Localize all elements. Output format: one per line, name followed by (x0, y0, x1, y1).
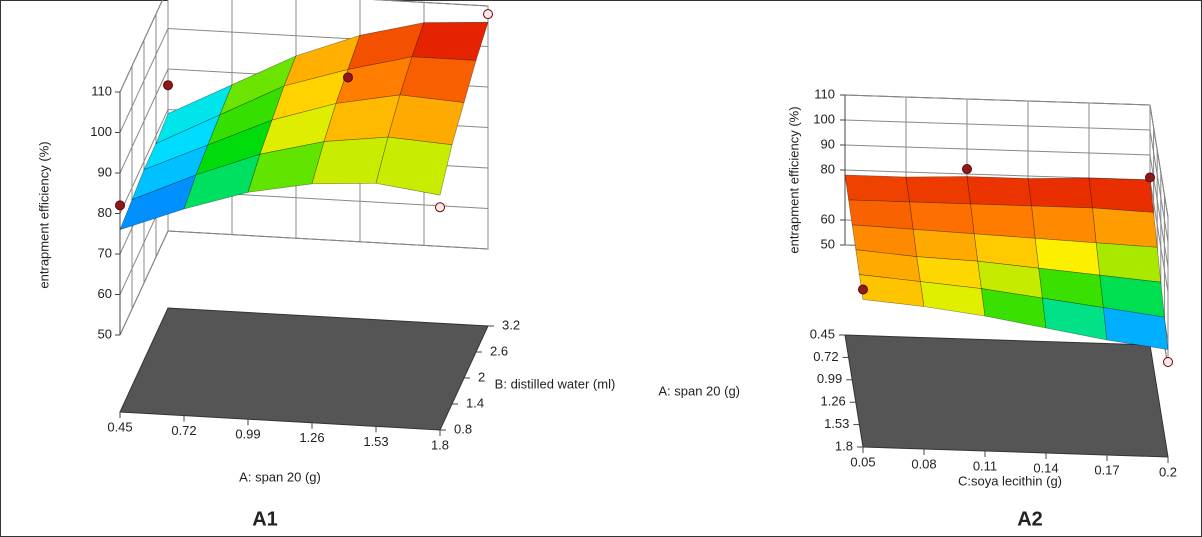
x-axis-label: A: span 20 (g) (239, 469, 321, 484)
surface-cell (844, 174, 910, 203)
surface-cell (375, 136, 453, 196)
z-tick-label: 60 (98, 286, 112, 301)
z-tick-label: 110 (814, 86, 835, 101)
design-point (962, 164, 972, 174)
surface-cell (970, 203, 1036, 239)
x-tick-label: 0.14 (1033, 460, 1058, 475)
design-point (483, 9, 493, 20)
x-tick-label: 0.99 (235, 427, 260, 442)
surface-cell (966, 176, 1032, 207)
x-tick-label: 1.53 (363, 434, 388, 449)
z-tick-label: 50 (821, 236, 835, 251)
z-tick-label: 90 (98, 164, 112, 179)
y-tick-label: 2 (478, 369, 485, 384)
surface-cell (399, 56, 477, 103)
x-tick-label: 1.26 (299, 430, 324, 445)
surface-cell (1103, 307, 1169, 350)
z-tick-label: 90 (821, 136, 835, 151)
design-point (115, 200, 125, 211)
y-tick-label: 1.26 (820, 394, 845, 409)
design-point (163, 80, 173, 91)
x-tick-label: 0.05 (850, 454, 875, 469)
design-point (435, 202, 445, 213)
x-tick-label: 0.2 (1159, 464, 1177, 479)
caption: A1 (252, 508, 278, 530)
design-point (1145, 172, 1155, 183)
y-axis-label: A: span 20 (g) (658, 383, 740, 398)
z-axis-label: entrapment efficiency (%) (36, 141, 51, 288)
x-tick-label: 0.08 (911, 456, 936, 471)
surface-cell (912, 228, 979, 262)
design-point (1163, 357, 1173, 367)
x-tick-label: 0.72 (171, 423, 196, 438)
caption: A2 (1017, 508, 1043, 530)
y-tick-label: 1.4 (466, 395, 484, 410)
y-tick-label: 1.8 (835, 438, 853, 453)
y-axis-label: B: distilled water (ml) (495, 376, 616, 391)
y-tick-label: 3.2 (502, 317, 520, 332)
z-tick-label: 100 (813, 111, 835, 126)
y-tick-label: 2.6 (490, 343, 508, 358)
z-tick-label: 100 (90, 124, 112, 139)
surface-cell (1031, 205, 1097, 244)
x-tick-label: 1.8 (431, 437, 449, 452)
x-tick-label: 0.17 (1094, 462, 1119, 477)
floor (119, 307, 489, 431)
z-tick-label: 70 (98, 245, 112, 260)
x-axis-label: C:soya lecithin (g) (958, 473, 1062, 488)
design-point (343, 72, 353, 83)
z-tick-label: 50 (98, 326, 112, 341)
surface-cell (411, 21, 489, 61)
y-tick-label: 0.45 (810, 326, 835, 341)
surface-cell (387, 94, 465, 146)
surface-cell (909, 201, 975, 235)
y-tick-label: 0.72 (813, 349, 838, 364)
x-tick-label: 0.11 (973, 458, 997, 473)
surface-cell (1092, 207, 1158, 248)
surface-cell (1027, 177, 1093, 209)
surface-cell (848, 199, 914, 230)
z-grid-line (119, 0, 489, 93)
x-tick-label: 0.45 (107, 419, 132, 434)
floor (844, 334, 1169, 458)
surface-cell (905, 176, 971, 205)
z-tick-label: 80 (98, 205, 112, 220)
z-axis-label: entrapment efficiency (%) (786, 106, 801, 253)
design-point (858, 284, 868, 295)
surface-cell (311, 136, 389, 185)
y-tick-label: 0.8 (454, 421, 472, 436)
y-tick-label: 0.99 (817, 371, 842, 386)
z-tick-label: 80 (821, 161, 835, 176)
y-tick-label: 1.53 (824, 416, 849, 431)
z-tick-label: 110 (91, 83, 112, 98)
z-tick-label: 60 (821, 211, 835, 226)
surface-cell (1088, 177, 1154, 213)
